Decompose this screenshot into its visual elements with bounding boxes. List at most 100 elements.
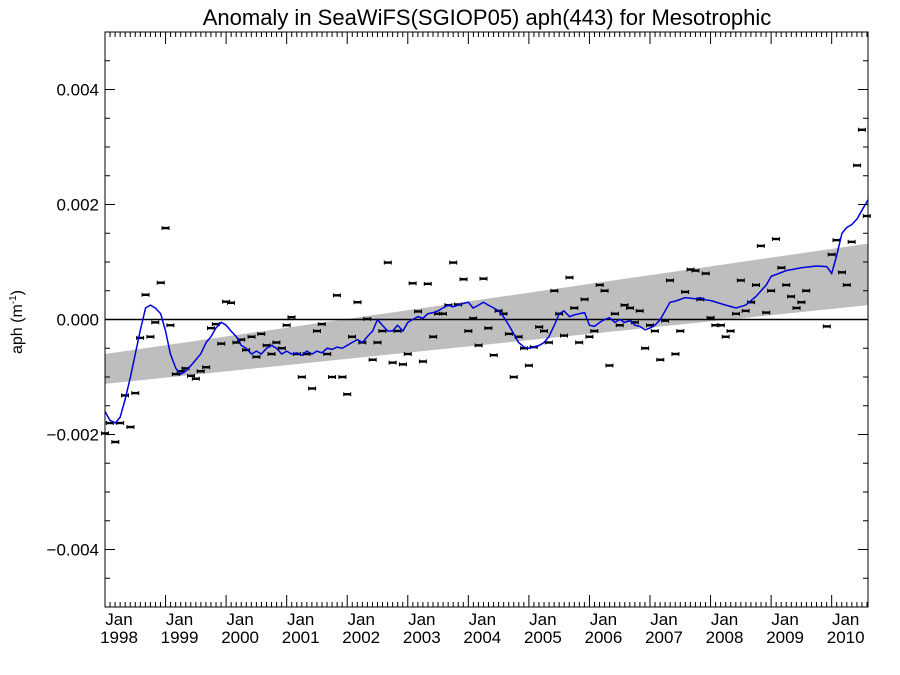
data-point <box>802 288 811 293</box>
x-tick-year-label: 2006 <box>585 628 623 647</box>
data-point <box>641 346 650 351</box>
data-point <box>792 306 801 310</box>
data-point <box>332 293 341 298</box>
data-point <box>343 392 352 397</box>
data-point <box>141 292 150 297</box>
x-tick-year-label: 2009 <box>766 628 804 647</box>
x-tick-month-label: Jan <box>711 610 738 629</box>
data-point <box>398 362 407 367</box>
data-point <box>853 163 862 168</box>
data-point <box>610 311 619 316</box>
data-point <box>524 363 533 368</box>
data-point <box>626 306 635 310</box>
data-point <box>308 386 317 391</box>
data-point <box>111 439 120 444</box>
data-point <box>383 260 392 265</box>
x-tick-month-label: Jan <box>408 610 435 629</box>
data-point <box>136 335 145 340</box>
data-point <box>777 265 786 270</box>
plot-area: 0.0040.0020.000−0.002−0.004Jan1998Jan199… <box>47 31 871 647</box>
x-tick-year-label: 2004 <box>463 628 501 647</box>
data-point <box>282 323 291 328</box>
y-axis-label: aph (m-1) <box>8 290 26 354</box>
data-point <box>217 341 226 346</box>
data-point <box>328 375 337 379</box>
data-point <box>116 421 125 425</box>
data-point <box>540 329 549 333</box>
data-point <box>120 393 129 398</box>
data-point <box>560 333 569 338</box>
data-point <box>605 363 614 368</box>
data-point <box>464 329 473 333</box>
x-tick-month-label: Jan <box>590 610 617 629</box>
data-point <box>756 243 765 248</box>
y-tick-label: 0.000 <box>56 311 99 330</box>
y-axis-label-exponent: -1 <box>8 295 19 304</box>
x-tick-month-label: Jan <box>771 610 798 629</box>
data-point <box>272 340 281 345</box>
data-point <box>423 281 432 286</box>
data-point <box>166 323 175 328</box>
data-point <box>151 320 160 325</box>
x-tick-month-label: Jan <box>650 610 677 629</box>
data-point <box>585 334 594 339</box>
x-tick-year-label: 2003 <box>403 628 441 647</box>
x-tick-year-label: 2000 <box>221 628 259 647</box>
data-point <box>353 300 362 305</box>
x-tick-year-label: 2008 <box>706 628 744 647</box>
data-point <box>408 281 417 286</box>
data-point <box>822 324 831 329</box>
x-tick-year-label: 1998 <box>100 628 138 647</box>
data-point <box>706 315 715 320</box>
data-point <box>771 237 780 241</box>
data-point <box>469 316 478 321</box>
data-point <box>797 300 806 305</box>
data-point <box>429 334 438 339</box>
data-point <box>767 288 776 293</box>
data-point <box>691 268 700 273</box>
data-point <box>665 278 674 283</box>
data-point <box>257 331 266 336</box>
data-point <box>847 239 856 244</box>
data-point <box>676 329 685 333</box>
data-point <box>595 283 604 287</box>
data-point <box>191 376 200 381</box>
data-point <box>338 375 347 379</box>
data-point <box>363 316 372 321</box>
smoothed-series-line <box>104 199 869 424</box>
data-point <box>570 306 579 310</box>
data-point <box>252 354 261 359</box>
data-point <box>661 318 670 323</box>
data-point <box>550 288 559 293</box>
data-point <box>842 283 851 287</box>
x-tick-year-label: 2005 <box>524 628 562 647</box>
data-point <box>489 353 498 358</box>
data-point <box>575 340 584 345</box>
x-tick-month-label: Jan <box>529 610 556 629</box>
data-point <box>459 277 468 282</box>
data-point <box>731 311 740 316</box>
data-point <box>509 375 518 379</box>
x-tick-year-label: 2002 <box>342 628 380 647</box>
data-point <box>388 360 397 365</box>
data-point <box>762 310 771 315</box>
data-point <box>736 278 745 283</box>
data-point <box>449 260 458 265</box>
data-point <box>615 323 624 328</box>
data-point <box>671 352 680 356</box>
data-point <box>368 357 377 362</box>
y-axis-label-base: aph (m <box>9 304 26 354</box>
x-tick-month-label: Jan <box>105 610 132 629</box>
data-point <box>474 343 483 348</box>
data-point <box>312 329 321 333</box>
data-point <box>832 238 841 243</box>
data-point <box>373 340 382 345</box>
data-point <box>348 334 357 339</box>
data-point <box>857 127 866 132</box>
x-tick-year-label: 2001 <box>282 628 320 647</box>
data-point <box>317 322 326 327</box>
x-tick-month-label: Jan <box>469 610 496 629</box>
y-tick-label: 0.002 <box>56 196 99 215</box>
data-point <box>620 303 629 308</box>
